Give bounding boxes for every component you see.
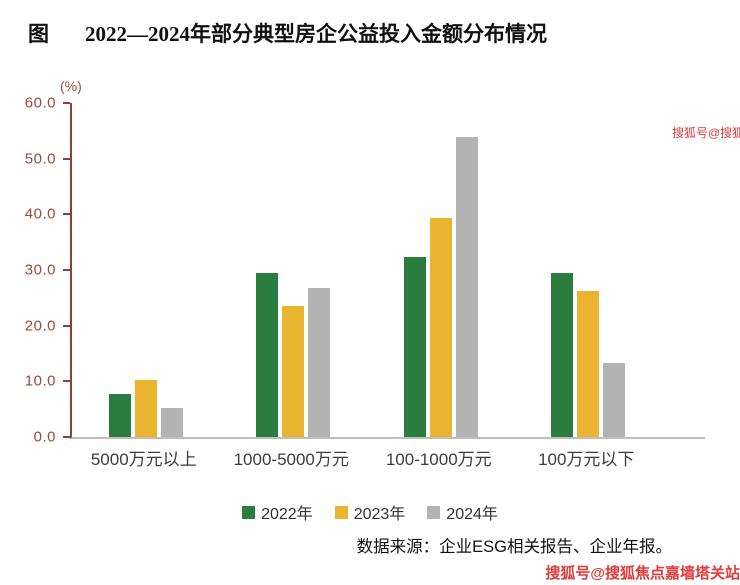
bar [455,136,478,437]
legend-label: 2022年 [261,506,313,523]
y-tick-label: 10.0 [24,372,56,390]
bar [108,393,131,437]
watermark-top-right: 搜狐号@搜狐焦点嘉墙塔关站 [672,126,740,140]
legend-swatch-icon [334,505,348,519]
x-axis-labels: 5000万元以上 1000-5000万元 100-1000万元 100万元以下 [70,445,660,470]
bar [603,362,626,437]
bar [403,257,426,437]
bar-group [256,103,331,437]
y-tick-mark [63,324,70,327]
bar [429,217,452,437]
bar-group [403,103,478,437]
y-tick-mark [63,269,70,271]
y-tick-mark [63,102,70,104]
y-tick-label: 20.0 [24,317,56,335]
bar [577,291,600,437]
bar [134,380,157,437]
chart-title-prefix: 图 [28,22,49,46]
x-axis-line-extension [660,437,705,439]
y-axis-unit-label: (%) [60,78,82,94]
legend-swatch-icon [427,505,441,519]
y-tick-label: 60.0 [24,94,56,112]
y-tick-label: 0.0 [33,428,56,446]
chart-legend: 2022年 2023年 2024年 [0,500,740,524]
legend-label: 2024年 [446,506,498,523]
legend-item: 2023年 [334,500,406,524]
plot-area [63,102,662,439]
y-tick-label: 50.0 [24,150,56,168]
x-category-label: 100-1000万元 [385,450,492,469]
bar [282,306,305,437]
y-tick-mark [63,213,70,216]
bar [308,287,331,437]
bar-group [551,103,626,437]
legend-item: 2024年 [427,500,498,524]
legend-label: 2023年 [353,506,406,523]
y-tick-mark [63,436,70,438]
y-tick-label: 40.0 [24,205,56,223]
x-category-label: 5000万元以上 [90,450,197,469]
legend-item: 2022年 [242,500,313,524]
legend-swatch-icon [242,505,256,519]
y-tick-mark [63,380,70,383]
bar-group [108,103,183,437]
bar [551,272,574,437]
chart-title-row: 图 2022—2024年部分典型房企公益投入金额分布情况 [28,18,708,48]
x-category-label: 100万元以下 [538,450,635,469]
x-category-label: 1000-5000万元 [233,450,349,469]
data-source-note: 数据来源：企业ESG相关报告、企业年报。 [356,538,672,556]
watermark-bottom-right: 搜狐号@搜狐焦点嘉墙塔关站 [545,565,740,582]
bar [160,407,183,437]
bar [256,272,279,437]
chart-title: 2022—2024年部分典型房企公益投入金额分布情况 [85,22,547,46]
y-axis-labels: 60.0 50.0 40.0 30.0 20.0 10.0 0.0 [0,95,56,446]
y-tick-mark [63,157,70,160]
y-tick-label: 30.0 [24,261,56,279]
